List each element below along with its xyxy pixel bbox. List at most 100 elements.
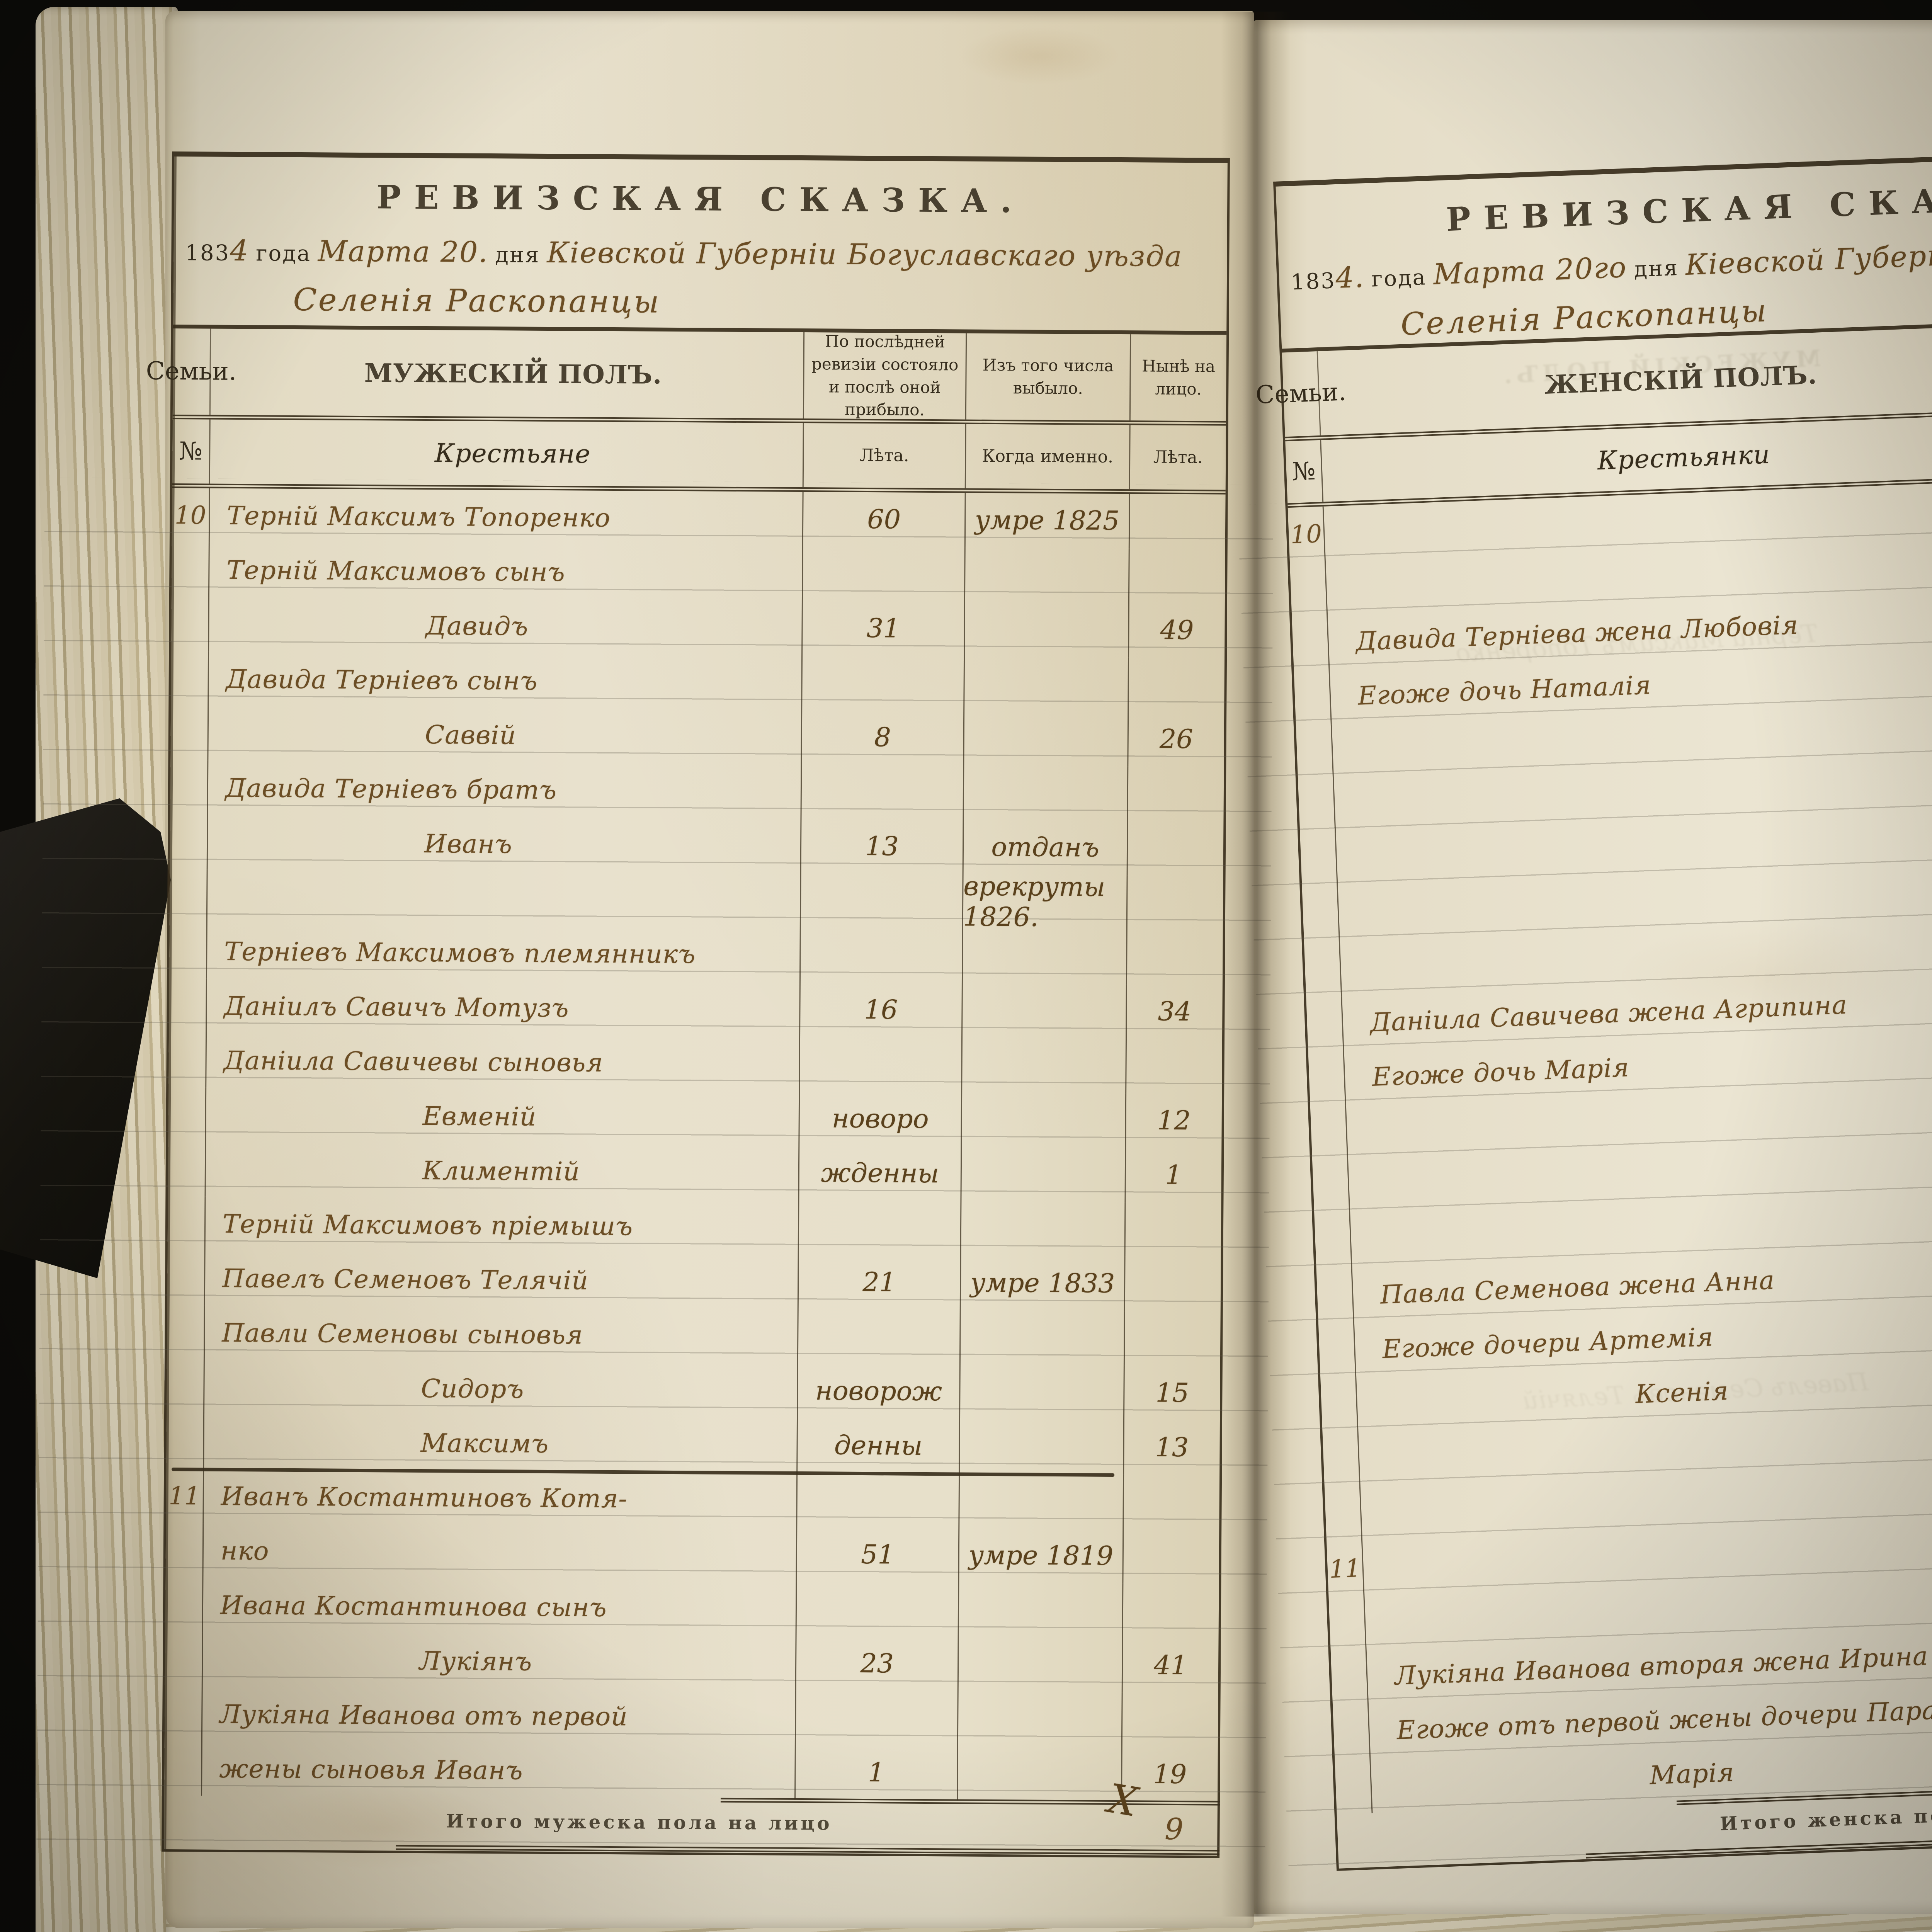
- family-number: [171, 651, 208, 706]
- age-previous-revision: 21: [798, 1255, 960, 1310]
- page-title: РЕВИЗСКАЯ СКАЗКА.: [1276, 170, 1932, 245]
- person-name: Павли Семеновы сыновья: [204, 1306, 798, 1364]
- departure-note: [961, 1038, 1126, 1094]
- departure-note: [959, 1419, 1123, 1475]
- person-name: Терній Максимовъ сынъ: [208, 543, 802, 601]
- age-previous-revision: [796, 1582, 958, 1637]
- family-number: [1316, 1269, 1353, 1324]
- age-now: [1122, 1583, 1219, 1639]
- departure-note: врекруты 1826.: [962, 874, 1127, 930]
- table-row: Климентій жденны 1: [168, 1142, 1221, 1203]
- family-number: [165, 1632, 202, 1687]
- person-name: Сидоръ: [203, 1360, 797, 1418]
- person-name: нко: [202, 1524, 796, 1582]
- age-previous-revision: [800, 764, 963, 820]
- departure-note: [961, 1092, 1125, 1148]
- age-now: [1124, 1257, 1221, 1312]
- departure-note: [960, 1201, 1125, 1257]
- family-number: [1300, 833, 1337, 889]
- departure-note: [964, 548, 1129, 603]
- subheader-when-exactly: Когда именно.: [965, 424, 1129, 490]
- table-row: Даніила Савичевы сыновья: [168, 1033, 1222, 1094]
- date-line: 1834 года Марта 20. дня Кіевской Губерні…: [185, 234, 1223, 273]
- family-number: [167, 1305, 204, 1360]
- person-name: Давида Терніевъ братъ: [207, 761, 801, 819]
- family-number: [167, 1360, 204, 1415]
- village-line: Селенія Раскопанцы: [293, 282, 660, 320]
- person-name: Иванъ: [207, 815, 801, 873]
- family-number: [1320, 1378, 1357, 1433]
- family-number: [166, 1414, 203, 1469]
- age-now: 34: [1126, 984, 1223, 1039]
- family-number: [170, 815, 207, 870]
- age-now: [1129, 494, 1226, 549]
- age-now: [1124, 1202, 1221, 1257]
- table-row: Евменій новоро 12: [168, 1087, 1222, 1148]
- age-now: [1125, 1039, 1222, 1094]
- female-total-label: Итого женска пола на лицо: [1719, 1799, 1932, 1835]
- person-name: Климентій: [204, 1142, 798, 1200]
- family-number: [1310, 1105, 1347, 1161]
- person-name: Давидъ: [208, 597, 802, 655]
- hand-month-day: Марта 20.: [318, 235, 488, 269]
- age-previous-revision: [801, 655, 964, 711]
- table-row: Терній Максимовъ сынъ: [172, 543, 1225, 604]
- family-number: [170, 706, 207, 761]
- table-row: Лукіяна Иванова отъ первой: [165, 1687, 1218, 1748]
- left-column-headers: Семьи. МУЖЕСКІЙ ПОЛЪ. По послѣдней ревиз…: [173, 325, 1226, 426]
- family-number: [1298, 779, 1335, 834]
- family-number: [1304, 942, 1341, 998]
- age-previous-revision: 31: [801, 601, 964, 656]
- subheader-years: Лѣта.: [803, 423, 965, 488]
- departure-note: [959, 1310, 1124, 1366]
- age-previous-revision: [795, 1690, 957, 1746]
- age-previous-revision: 8: [801, 710, 963, 765]
- left-total-row: Итого мужеска пола на лицо X 9: [164, 1796, 1218, 1856]
- table-row: Павелъ Семеновъ Телячій 21 умре 1833: [167, 1251, 1221, 1312]
- person-name: Даніила Савичевы сыновья: [205, 1033, 799, 1091]
- hand-year-digit: 4: [230, 234, 249, 267]
- family-number: [168, 1142, 205, 1197]
- family-number: [1296, 724, 1333, 780]
- departure-note: [964, 602, 1128, 658]
- age-now: [1124, 1311, 1221, 1366]
- family-number: [169, 978, 206, 1033]
- age-previous-revision: 60: [802, 492, 965, 548]
- departure-note: [960, 1147, 1125, 1202]
- age-now: [1122, 1475, 1219, 1530]
- age-previous-revision: [797, 1309, 960, 1365]
- person-name: Давида Терніевъ сынъ: [207, 652, 801, 710]
- family-number: [1325, 1486, 1361, 1542]
- family-number: [1294, 670, 1331, 726]
- table-row: Павли Семеновы сыновья: [167, 1305, 1221, 1366]
- left-column-subheaders: № Крестьяне Лѣта. Когда именно. Лѣта.: [172, 419, 1226, 495]
- family-number: [165, 1523, 202, 1578]
- age-previous-revision: [798, 1200, 961, 1256]
- age-previous-revision: жденны: [798, 1146, 961, 1201]
- age-now: [1126, 875, 1223, 930]
- table-row: Иванъ 13 отданъ: [170, 815, 1224, 876]
- age-previous-revision: новорож: [797, 1364, 959, 1419]
- departure-note: умре 1825: [964, 493, 1129, 549]
- family-number: [1335, 1759, 1371, 1815]
- age-now: [1126, 930, 1223, 985]
- age-now: 12: [1125, 1093, 1222, 1148]
- age-previous-revision: новоро: [798, 1091, 961, 1147]
- family-number: [1292, 616, 1328, 671]
- table-row: Лукіянъ 23 41: [165, 1632, 1219, 1693]
- family-number: 10: [172, 488, 209, 543]
- age-previous-revision: [799, 1037, 961, 1092]
- table-row: Давида Терніевъ братъ: [170, 760, 1224, 821]
- subheader-years: Лѣта.: [1129, 425, 1226, 490]
- hand-month-day: Марта 20го: [1433, 251, 1628, 291]
- table-row: жены сыновья Иванъ 1 19: [164, 1741, 1218, 1802]
- age-previous-revision: [802, 546, 964, 602]
- family-number: [1318, 1323, 1355, 1379]
- hand-place: Кіевской Губерніи Богуславскаго уѣзда: [547, 236, 1182, 273]
- family-number: [169, 924, 206, 979]
- person-name: Ивана Костантинова сынъ: [202, 1578, 796, 1636]
- subheader-number: №: [172, 419, 209, 484]
- table-row: Терній Максимовъ пріемышъ: [168, 1196, 1221, 1257]
- col-header-family: Семьи.: [173, 328, 210, 415]
- table-row: Давидъ 31 49: [171, 597, 1225, 658]
